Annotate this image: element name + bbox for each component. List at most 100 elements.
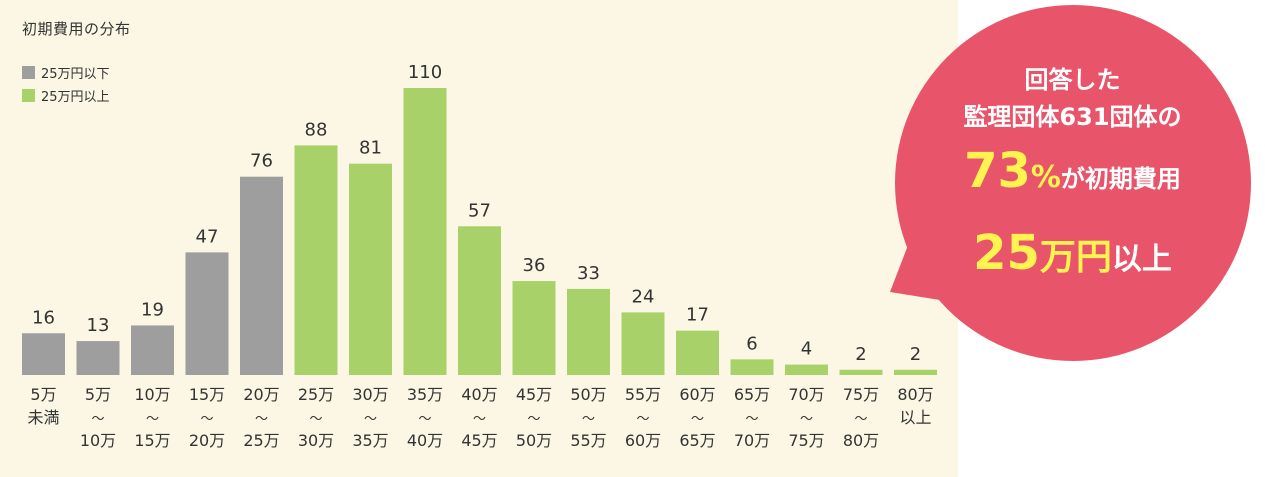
- bar-value-label-11: 24: [632, 286, 655, 307]
- bar-11: [621, 312, 665, 375]
- bar-8: [458, 226, 501, 375]
- bar-10: [567, 288, 610, 375]
- legend-swatch-gray: [22, 65, 35, 79]
- x-tick-label-8-1: 〜: [473, 412, 486, 427]
- legend-label-above-25: 25万円以上: [41, 89, 110, 105]
- chart-title: 初期費用の分布: [22, 20, 131, 38]
- callout-line-organizations: 監理団体631団体の: [963, 103, 1182, 131]
- callout-circle: [895, 5, 1251, 361]
- x-tick-label-6-2: 35万: [352, 431, 388, 450]
- bar-value-label-0: 16: [32, 307, 55, 328]
- bar-value-label-1: 13: [87, 315, 110, 336]
- callout-pct-suffix: が初期費用: [1060, 165, 1181, 193]
- bar-6: [349, 163, 392, 375]
- bar-value-label-15: 2: [855, 344, 866, 365]
- x-tick-label-16-0: 80万: [897, 385, 933, 404]
- legend-label-below-25: 25万円以下: [41, 66, 110, 82]
- x-tick-label-1-2: 10万: [80, 431, 116, 450]
- x-tick-label-10-2: 55万: [570, 431, 606, 450]
- bar-value-label-4: 76: [250, 151, 273, 172]
- x-tick-label-0-1: 未満: [27, 408, 59, 427]
- x-tick-label-14-1: 〜: [800, 412, 813, 427]
- x-tick-label-7-0: 35万: [407, 385, 443, 404]
- x-tick-label-10-1: 〜: [582, 412, 595, 427]
- x-tick-label-2-0: 10万: [134, 385, 170, 404]
- bar-value-label-5: 88: [305, 119, 328, 140]
- x-tick-label-14-2: 75万: [788, 431, 824, 450]
- bar-value-label-6: 81: [359, 138, 382, 159]
- x-tick-label-11-2: 60万: [625, 431, 661, 450]
- x-tick-label-13-0: 65万: [734, 385, 770, 404]
- x-tick-label-13-1: 〜: [745, 412, 758, 427]
- bar-5: [294, 145, 338, 375]
- legend-item-below-25: 25万円以下: [22, 64, 110, 82]
- x-tick-label-3-1: 〜: [200, 412, 213, 427]
- bar-7: [403, 88, 447, 375]
- x-tick-label-12-2: 65万: [679, 431, 715, 450]
- x-tick-label-7-2: 40万: [407, 431, 443, 450]
- bar-13: [730, 359, 774, 375]
- bar-14: [785, 364, 828, 375]
- x-tick-label-8-0: 40万: [461, 385, 497, 404]
- x-tick-label-6-1: 〜: [364, 412, 377, 427]
- bar-value-label-3: 47: [196, 226, 219, 247]
- x-tick-label-9-2: 50万: [516, 431, 552, 450]
- bar-2: [131, 325, 174, 375]
- callout-amount-number: 25: [973, 225, 1040, 281]
- x-tick-label-5-0: 25万: [298, 385, 334, 404]
- x-tick-label-3-0: 15万: [189, 385, 225, 404]
- callout-pct-sign: %: [1030, 160, 1061, 195]
- x-tick-label-1-0: 5万: [85, 385, 111, 404]
- x-tick-label-14-0: 70万: [788, 385, 824, 404]
- x-tick-label-4-2: 25万: [243, 431, 279, 450]
- x-tick-label-11-1: 〜: [636, 412, 649, 427]
- callout-pct-number: 73: [964, 143, 1031, 199]
- x-tick-label-12-1: 〜: [691, 412, 704, 427]
- x-tick-label-12-0: 60万: [679, 385, 715, 404]
- bar-16: [894, 369, 937, 375]
- bar-value-label-7: 110: [408, 62, 442, 83]
- x-tick-label-13-2: 70万: [734, 431, 770, 450]
- legend-item-above-25: 25万円以上: [22, 87, 110, 105]
- x-tick-label-3-2: 20万: [189, 431, 225, 450]
- x-tick-label-2-1: 〜: [146, 412, 159, 427]
- x-tick-label-1-1: 〜: [91, 412, 104, 427]
- bar-value-label-2: 19: [141, 299, 164, 320]
- bar-value-label-13: 6: [746, 333, 757, 354]
- callout-amount-unit: 万円: [1039, 237, 1112, 278]
- x-tick-label-4-0: 20万: [243, 385, 279, 404]
- callout-line-percentage: 73%が初期費用: [890, 143, 1255, 199]
- x-tick-label-4-1: 〜: [255, 412, 268, 427]
- x-tick-label-7-1: 〜: [418, 412, 431, 427]
- bar-15: [839, 369, 883, 375]
- x-tick-label-15-1: 〜: [854, 412, 867, 427]
- x-tick-label-11-0: 55万: [625, 385, 661, 404]
- bar-value-label-16: 2: [910, 344, 921, 365]
- bar-4: [240, 176, 283, 375]
- x-tick-label-9-1: 〜: [527, 412, 540, 427]
- callout-tail: [890, 240, 940, 300]
- bar-9: [512, 281, 556, 375]
- bar-3: [185, 252, 229, 375]
- x-tick-label-5-2: 30万: [298, 431, 334, 450]
- bar-12: [676, 330, 719, 375]
- x-tick-label-5-1: 〜: [309, 412, 322, 427]
- x-tick-label-8-2: 45万: [461, 431, 497, 450]
- x-tick-label-15-2: 80万: [843, 431, 879, 450]
- x-tick-label-2-2: 15万: [134, 431, 170, 450]
- x-tick-label-10-0: 50万: [570, 385, 606, 404]
- x-tick-label-16-1: 以上: [899, 408, 931, 427]
- legend-swatch-green: [22, 88, 35, 102]
- bar-chart: 165万未満135万〜10万1910万〜15万4715万〜20万7620万〜25…: [22, 62, 937, 450]
- callout-line-amount: 25万円以上: [890, 225, 1255, 281]
- bar-value-label-14: 4: [801, 339, 812, 360]
- bar-1: [76, 341, 120, 375]
- callout-amount-suffix: 以上: [1111, 242, 1172, 277]
- x-tick-label-15-0: 75万: [843, 385, 879, 404]
- bar-value-label-9: 36: [523, 255, 546, 276]
- x-tick-label-9-0: 45万: [516, 385, 552, 404]
- bar-value-label-10: 33: [577, 263, 600, 284]
- bar-value-label-8: 57: [468, 200, 491, 221]
- callout-line-respondents: 回答した: [1024, 66, 1121, 94]
